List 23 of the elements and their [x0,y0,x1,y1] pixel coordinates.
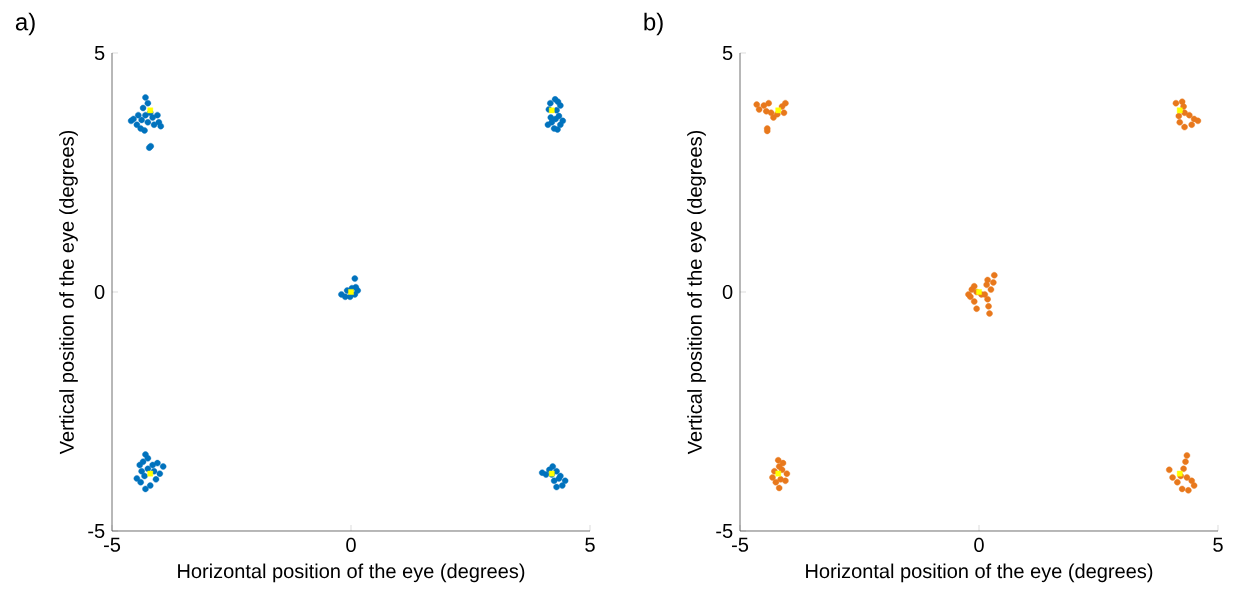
y-axis-title: Vertical position of the eye (degrees) [687,130,706,455]
y-tick-label: 0 [94,284,105,300]
x-tick-label: 0 [974,537,984,552]
x-tick-label: 5 [1213,537,1223,552]
y-tick-label: 0 [722,284,733,300]
y-tick-label: 5 [94,46,105,60]
x-tick-label: -5 [732,537,749,552]
x-tick-label: -5 [104,537,121,552]
chart-title: a) [15,12,35,36]
x-axis-title: Horizontal position of the eye (degrees) [806,563,1153,583]
point [348,289,354,295]
y-axis-title: Vertical position of the eye (degrees) [59,130,78,455]
point [775,470,782,477]
chart-title: b) [644,12,663,36]
x-tick-label: 0 [346,537,356,552]
x-tick-label: 5 [585,537,595,552]
x-axis-title: Horizontal position of the eye (degrees) [178,563,525,583]
y-tick-label: 5 [722,46,733,60]
point [1176,107,1183,114]
point [147,470,154,477]
y-tick-label: -5 [716,524,733,538]
y-tick-label: -5 [88,524,105,538]
point [775,107,782,114]
